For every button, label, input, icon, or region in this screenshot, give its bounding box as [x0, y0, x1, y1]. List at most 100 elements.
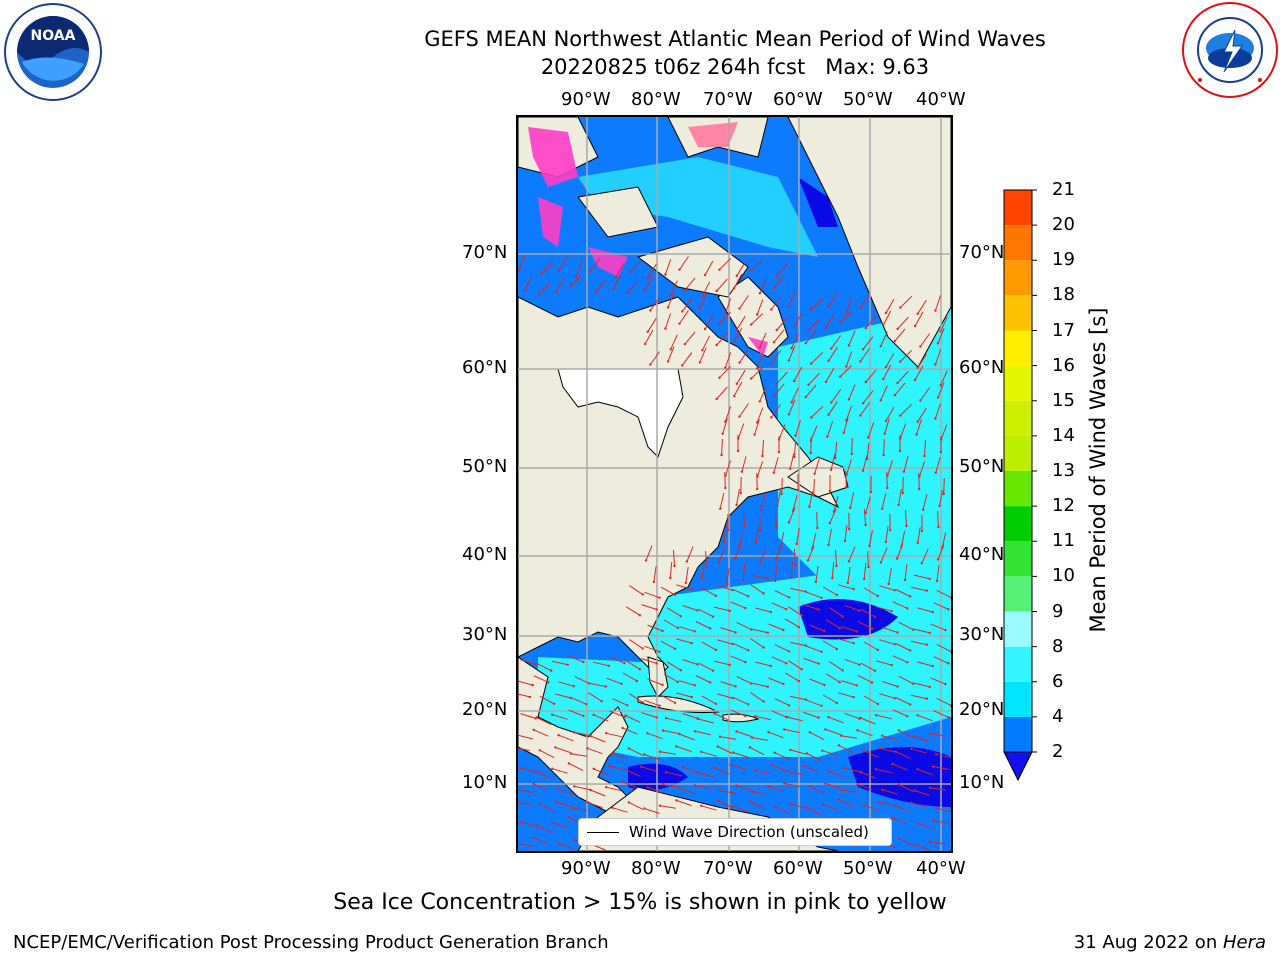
wind-wave-arrow-head [735, 328, 738, 331]
wind-wave-arrow-head [944, 628, 947, 632]
wind-wave-arrow-head [762, 646, 765, 649]
colorbar-segment [1004, 365, 1032, 401]
wind-wave-arrow [790, 641, 806, 647]
wind-wave-arrow-head [773, 805, 776, 808]
wind-wave-arrow-head [673, 647, 677, 650]
wind-wave-arrow [917, 822, 933, 830]
wind-wave-arrow [839, 311, 853, 323]
wind-wave-arrow [717, 639, 733, 645]
wind-wave-arrow [644, 699, 660, 707]
wind-wave-arrows [518, 255, 951, 851]
wind-wave-arrow [536, 717, 552, 725]
wind-wave-arrow [844, 767, 860, 773]
wind-wave-arrow-head [808, 731, 812, 734]
wind-wave-arrow-head [736, 449, 740, 453]
wind-wave-arrow [841, 735, 857, 739]
wind-wave-arrow [520, 713, 536, 719]
wind-wave-arrow-head [935, 579, 939, 583]
wind-wave-arrow-head [824, 380, 828, 384]
wind-wave-arrow [882, 627, 898, 633]
wind-wave-arrow [704, 260, 714, 276]
wind-wave-arrow [704, 314, 714, 330]
wind-wave-arrow [698, 772, 714, 778]
wind-wave-arrow-head [701, 349, 704, 352]
wind-wave-arrow-head [928, 840, 932, 843]
wind-wave-arrow-head [759, 508, 763, 511]
wind-wave-arrow [848, 330, 856, 346]
wind-wave-arrow [755, 769, 771, 775]
wind-wave-arrow [717, 693, 733, 699]
wind-wave-arrow [701, 335, 711, 351]
wind-wave-arrow [750, 367, 764, 379]
wind-wave-arrow-head [862, 749, 865, 752]
wind-wave-arrow [866, 442, 870, 460]
wind-wave-arrow [589, 258, 601, 272]
footer-credit: NCEP/EMC/Verification Post Processing Pr… [13, 932, 609, 953]
wind-wave-arrow [867, 550, 869, 568]
wind-wave-arrow [750, 638, 764, 648]
wind-wave-arrow-head [734, 631, 737, 634]
wind-wave-arrow-head [916, 541, 919, 545]
wind-wave-arrow-head [793, 379, 796, 383]
wind-wave-arrow-head [678, 732, 681, 736]
wind-wave-arrow-head [845, 485, 848, 489]
wind-wave-arrow-head [766, 577, 769, 580]
wind-wave-arrow-head [716, 799, 719, 802]
wind-wave-arrow-head [867, 436, 870, 439]
wind-wave-arrow-head [665, 717, 668, 720]
wind-wave-arrow [879, 801, 895, 807]
wind-wave-arrow [768, 677, 784, 685]
wind-wave-arrow [898, 489, 902, 505]
wind-wave-arrow-head [775, 525, 778, 529]
wind-wave-arrow-head [519, 766, 522, 770]
wind-wave-arrow-head [858, 663, 861, 666]
wind-wave-arrow-head [817, 608, 820, 611]
wind-wave-arrow [760, 494, 766, 510]
wind-wave-arrow [895, 589, 911, 597]
wind-wave-arrow [741, 456, 747, 472]
wind-wave-arrow [666, 661, 682, 671]
wind-wave-arrow [625, 715, 641, 723]
wind-wave-arrow-head [884, 540, 888, 544]
wind-wave-arrow-head [928, 732, 932, 735]
wind-wave-arrow-head [551, 767, 554, 770]
wind-wave-arrow-head [882, 323, 885, 327]
wind-wave-arrow-head [773, 579, 777, 583]
wind-wave-arrow-head [842, 431, 845, 434]
wind-wave-arrow [911, 748, 927, 754]
wind-wave-arrow [828, 347, 838, 361]
wind-wave-arrow-head [728, 609, 731, 613]
wind-wave-arrow-head [890, 609, 893, 613]
wind-wave-arrow-head [611, 752, 614, 755]
wind-wave-arrow-head [879, 561, 883, 564]
wind-wave-arrow [814, 458, 820, 474]
wind-wave-arrow [520, 659, 536, 665]
wind-wave-arrow [879, 693, 895, 699]
wind-wave-arrow [660, 586, 676, 596]
wind-wave-arrow-head [747, 595, 750, 598]
wind-wave-arrow [701, 562, 705, 580]
wind-wave-arrow-head [681, 765, 684, 769]
wind-wave-arrow [771, 764, 787, 772]
wind-wave-arrow-head [878, 800, 881, 804]
wind-wave-arrow-head [823, 629, 826, 633]
wind-wave-arrow [838, 744, 854, 754]
wind-wave-arrow-head [592, 767, 595, 770]
wind-wave-arrow [895, 805, 911, 813]
wind-wave-arrow-head [817, 662, 820, 665]
wind-wave-arrow-head [772, 287, 776, 290]
wind-wave-arrow [887, 460, 893, 476]
lat-label-left: 60°N [462, 357, 508, 378]
wind-wave-arrow [788, 345, 796, 361]
noaa-logo: NOAA [4, 3, 102, 101]
wind-wave-arrow-head [573, 785, 576, 788]
colorbar-tick-label: 6 [1052, 670, 1064, 692]
wind-wave-arrow-head [773, 751, 776, 754]
wind-wave-arrow-head [753, 433, 756, 436]
wind-wave-arrow-head [679, 669, 682, 672]
wind-wave-arrow [676, 692, 692, 698]
wind-wave-arrow-head [852, 696, 855, 699]
wind-wave-arrow-head [786, 715, 789, 719]
wind-wave-arrow [830, 335, 842, 349]
wind-wave-arrow [622, 672, 638, 682]
